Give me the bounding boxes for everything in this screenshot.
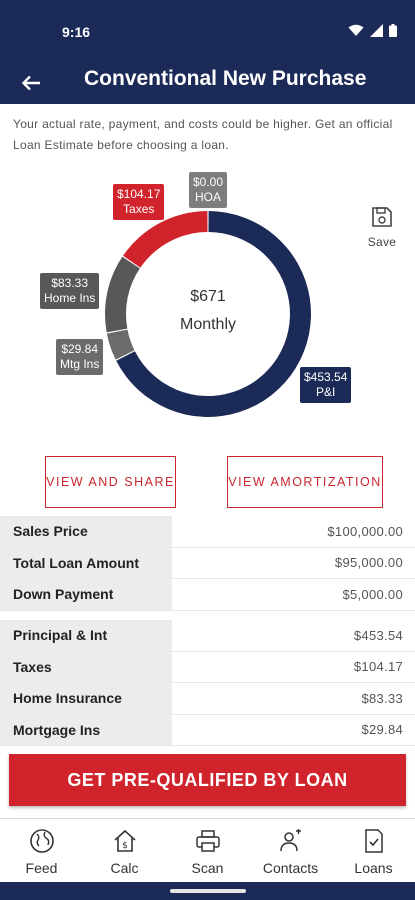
nav-item-loans[interactable]: Loans xyxy=(332,819,415,882)
bottom-nav: Feed $ Calc Scan Contacts Loans xyxy=(0,818,415,882)
nav-item-feed[interactable]: Feed xyxy=(0,819,83,882)
row-label: Home Insurance xyxy=(0,683,172,714)
nav-item-contacts[interactable]: Contacts xyxy=(249,819,332,882)
arrow-left-icon xyxy=(21,75,40,91)
table-row: Taxes $104.17 xyxy=(0,651,415,683)
row-label: Principal & Int xyxy=(0,620,172,651)
callout-hoa: $0.00 HOA xyxy=(189,172,228,208)
nav-label: Calc xyxy=(110,860,139,876)
view-and-share-button[interactable]: VIEW AND SHARE xyxy=(45,456,176,508)
callout-taxes-value: $104.17 xyxy=(117,187,161,201)
nav-label: Loans xyxy=(354,860,393,876)
save-label: Save xyxy=(367,235,397,249)
row-label: Total Loan Amount xyxy=(0,547,172,578)
table-row: Down Payment $5,000.00 xyxy=(0,579,415,611)
row-value: $29.84 xyxy=(361,722,403,738)
svg-text:$: $ xyxy=(122,841,128,851)
callout-pi-value: $453.54 xyxy=(304,370,348,384)
table-row: Sales Price $100,000.00 xyxy=(0,516,415,548)
callout-hoa-name: HOA xyxy=(195,190,222,204)
callout-mtg-ins-name: Mtg Ins xyxy=(60,357,100,371)
printer-scan-icon xyxy=(194,827,222,855)
callout-home-ins-name: Home Ins xyxy=(44,291,96,305)
callout-mtg-ins: $29.84 Mtg Ins xyxy=(56,339,104,375)
payment-breakdown-table: Principal & Int $453.54 Taxes $104.17 Ho… xyxy=(0,620,415,746)
callout-mtg-ins-value: $29.84 xyxy=(61,342,99,356)
table-row: Mortgage Ins $29.84 xyxy=(0,714,415,746)
document-check-icon xyxy=(360,827,388,855)
nav-label: Feed xyxy=(25,860,58,876)
battery-icon xyxy=(389,24,397,37)
row-value: $5,000.00 xyxy=(342,586,403,602)
row-value: $453.54 xyxy=(353,627,403,643)
row-label: Down Payment xyxy=(0,579,172,610)
row-value: $83.33 xyxy=(361,690,403,706)
nav-item-calc[interactable]: $ Calc xyxy=(83,819,166,882)
callout-taxes-name: Taxes xyxy=(123,202,155,216)
app-bar: Conventional New Purchase xyxy=(0,62,415,104)
page-title: Conventional New Purchase xyxy=(84,67,367,90)
callout-pi-name: P&I xyxy=(316,385,336,399)
table-row: Principal & Int $453.54 xyxy=(0,620,415,652)
payment-donut-chart: $671 Monthly $104.17 Taxes $0.00 HOA $83… xyxy=(0,160,415,440)
status-time: 9:16 xyxy=(62,24,91,40)
callout-home-ins-value: $83.33 xyxy=(51,276,89,290)
callout-taxes: $104.17 Taxes xyxy=(113,184,165,220)
donut-svg xyxy=(105,211,312,417)
donut-slice-taxes xyxy=(123,211,208,268)
wifi-icon xyxy=(348,24,364,36)
get-pre-qualified-button[interactable]: GET PRE-QUALIFIED BY LOAN xyxy=(9,754,406,806)
calculator-house-icon: $ xyxy=(111,827,139,855)
row-label: Taxes xyxy=(0,651,172,682)
row-value: $100,000.00 xyxy=(327,523,403,539)
donut-slice-mtg-ins xyxy=(106,329,135,360)
back-button[interactable] xyxy=(14,66,48,100)
contacts-icon xyxy=(277,827,305,855)
table-row: Total Loan Amount $95,000.00 xyxy=(0,547,415,579)
callout-hoa-value: $0.00 xyxy=(193,175,224,189)
home-indicator[interactable] xyxy=(170,889,246,893)
row-value: $95,000.00 xyxy=(334,555,403,571)
row-label: Mortgage Ins xyxy=(0,714,172,745)
view-amortization-button[interactable]: VIEW AMORTIZATION xyxy=(227,456,383,508)
row-label: Sales Price xyxy=(0,516,172,547)
nav-item-scan[interactable]: Scan xyxy=(166,819,249,882)
donut-slice-home-ins xyxy=(105,256,140,333)
system-nav-bar xyxy=(0,882,415,900)
chart-center-label: Monthly xyxy=(179,316,237,333)
status-bar: 9:16 xyxy=(0,0,415,62)
nav-label: Scan xyxy=(191,860,224,876)
save-button[interactable]: Save xyxy=(364,206,400,252)
disclaimer-text: Your actual rate, payment, and costs cou… xyxy=(13,117,393,152)
globe-icon xyxy=(28,827,56,855)
callout-pi: $453.54 P&I xyxy=(300,367,352,403)
nav-label: Contacts xyxy=(262,860,319,876)
row-value: $104.17 xyxy=(353,659,403,675)
signal-icon xyxy=(370,24,383,37)
status-icons xyxy=(348,24,397,37)
callout-home-ins: $83.33 Home Ins xyxy=(40,273,100,309)
loan-summary-table: Sales Price $100,000.00 Total Loan Amoun… xyxy=(0,516,415,611)
chart-center-amount: $671 xyxy=(190,288,226,305)
floppy-disk-icon xyxy=(372,207,392,227)
table-row: Home Insurance $83.33 xyxy=(0,683,415,715)
